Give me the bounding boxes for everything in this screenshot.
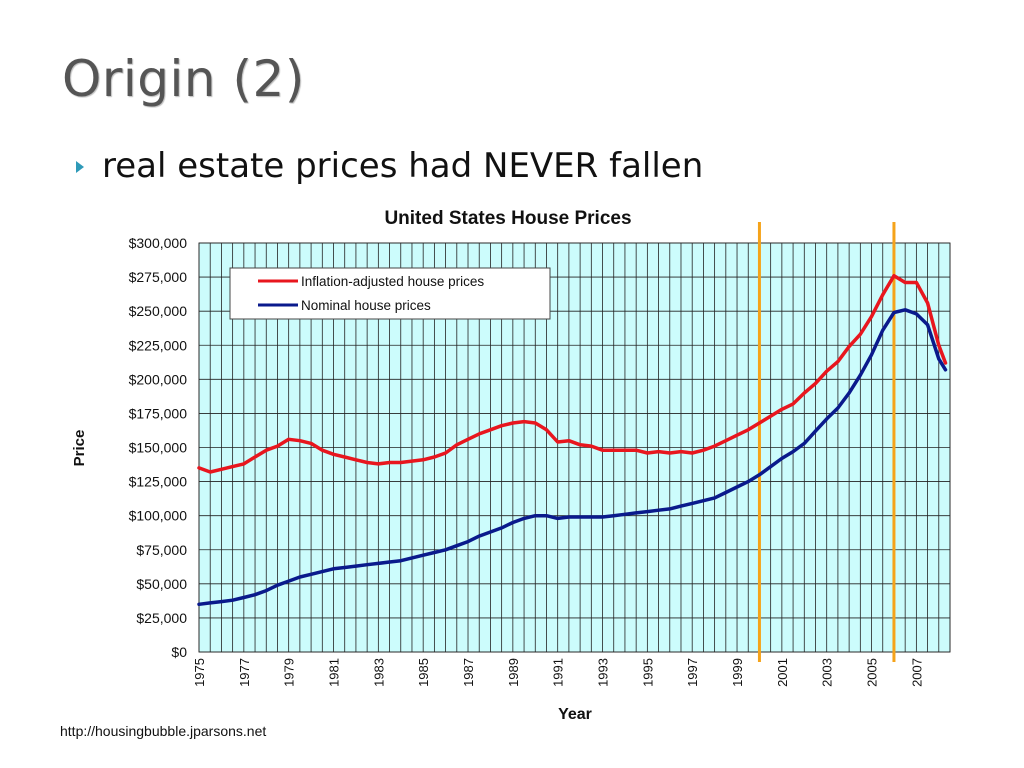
- x-tick-label: 1999: [730, 658, 745, 687]
- y-tick-label: $150,000: [129, 440, 188, 456]
- x-tick-label: 1995: [640, 658, 655, 687]
- y-tick-label: $50,000: [136, 576, 187, 592]
- y-tick-label: $25,000: [136, 610, 187, 626]
- x-tick-label: 1993: [596, 658, 611, 687]
- legend-box: [229, 267, 551, 320]
- legend-label: Inflation-adjusted house prices: [301, 274, 484, 289]
- x-axis-ticks: 1975 1977 1979 1981 1983 1985 1987 1989 1991 1993…: [192, 658, 924, 687]
- y-tick-label: $225,000: [129, 337, 188, 353]
- y-tick-label: $125,000: [129, 474, 188, 490]
- legend-label: Nominal house prices: [301, 298, 431, 313]
- y-tick-label: $200,000: [129, 371, 188, 387]
- bullet-arrow-icon: [76, 161, 84, 173]
- x-tick-label: 1991: [551, 658, 566, 687]
- vertical-markers: [757, 222, 896, 662]
- x-tick-label: 1989: [506, 658, 521, 687]
- chart-title: United States House Prices: [384, 208, 631, 229]
- series-line-inflation-adjusted: [197, 273, 948, 474]
- y-tick-label: $275,000: [129, 269, 188, 285]
- x-tick-label: 2007: [909, 658, 924, 687]
- y-tick-label: $250,000: [129, 303, 188, 319]
- source-link[interactable]: http://housingbubble.jparsons.net: [60, 723, 267, 739]
- y-axis-ticks: $0 $25,000 $50,000 $75,000 $100,000 $125,000 $…: [129, 235, 188, 660]
- x-tick-label: 1985: [416, 658, 431, 687]
- x-tick-label: 1997: [685, 658, 700, 687]
- x-tick-label: 1981: [327, 658, 342, 687]
- series-line-nominal: [197, 308, 948, 607]
- bullet-text: real estate prices had NEVER fallen: [102, 146, 704, 186]
- slide-title: Origin (2): [62, 50, 305, 108]
- y-tick-label: $0: [171, 644, 187, 660]
- y-tick-label: $175,000: [129, 405, 188, 421]
- y-tick-label: $300,000: [129, 235, 188, 251]
- x-tick-label: 1977: [237, 658, 252, 687]
- legend: Inflation-adjusted house prices Nominal h…: [229, 267, 551, 320]
- x-axis-label: Year: [558, 706, 592, 723]
- y-axis-label: Price: [71, 430, 88, 467]
- x-tick-label: 1975: [192, 658, 207, 687]
- x-tick-label: 1987: [461, 658, 476, 687]
- x-tick-label: 2003: [820, 658, 835, 687]
- series-lines: [197, 273, 948, 607]
- x-tick-label: 2005: [865, 658, 880, 687]
- y-tick-label: $100,000: [129, 508, 188, 524]
- y-tick-label: $75,000: [136, 542, 187, 558]
- bullet-item: real estate prices had NEVER fallen: [76, 146, 703, 186]
- x-tick-label: 2001: [775, 658, 790, 687]
- x-tick-label: 1979: [282, 658, 297, 687]
- x-tick-label: 1983: [371, 658, 386, 687]
